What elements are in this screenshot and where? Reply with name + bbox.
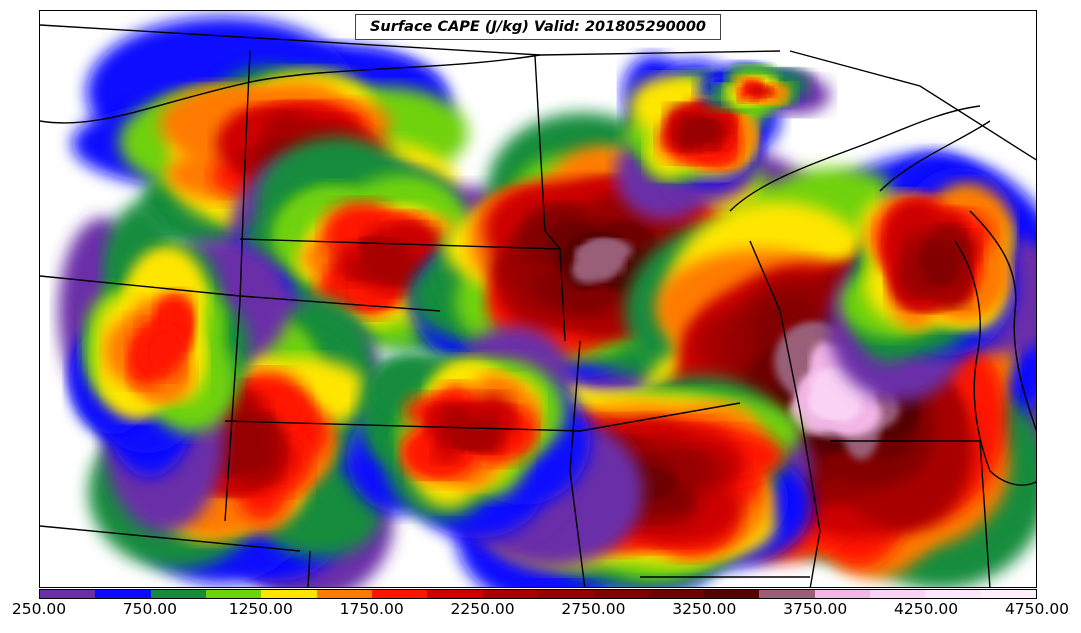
colorbar-tick-label: 750.00 bbox=[122, 600, 177, 618]
cape-contour-blob bbox=[936, 262, 958, 277]
colorbar-swatch bbox=[869, 590, 926, 598]
cape-contour-blob bbox=[236, 414, 273, 438]
colorbar-swatch bbox=[648, 590, 704, 598]
cape-contour-blob bbox=[371, 247, 396, 275]
colorbar-swatch bbox=[150, 590, 206, 598]
colorbar-swatch bbox=[482, 590, 538, 598]
colorbar-tick-label: 4250.00 bbox=[894, 600, 959, 618]
colorbar-swatch bbox=[925, 590, 981, 598]
state-boundary-line bbox=[307, 550, 311, 587]
colorbar-swatch bbox=[537, 590, 594, 598]
colorbar-tick-label: 3250.00 bbox=[672, 600, 737, 618]
cape-contour-blob bbox=[144, 326, 185, 379]
colorbar-tick-label: 1250.00 bbox=[228, 600, 293, 618]
colorbar-swatch bbox=[593, 590, 649, 598]
state-boundary-line bbox=[534, 55, 561, 250]
map-panel bbox=[39, 10, 1037, 588]
coastline-michigan bbox=[879, 120, 991, 192]
cape-field-map bbox=[40, 16, 1036, 587]
state-boundary-line bbox=[40, 275, 441, 312]
state-boundary-line bbox=[749, 240, 821, 587]
colorbar-swatch bbox=[205, 590, 262, 598]
colorbar-tick-label: 2750.00 bbox=[561, 600, 626, 618]
cape-contour-blob bbox=[458, 429, 495, 449]
colorbar-tick-label: 250.00 bbox=[11, 600, 67, 618]
cape-contour-blob bbox=[443, 407, 466, 430]
state-boundary-line bbox=[224, 50, 251, 522]
colorbar-ticks: 250.00 750.00 1250.00 1750.00 2250.00 2750.00… bbox=[0, 600, 1081, 630]
colorbar-swatch bbox=[316, 590, 372, 598]
state-boundary-line bbox=[979, 440, 991, 587]
lake-michigan-shore bbox=[954, 210, 1036, 486]
colorbar-swatch bbox=[261, 590, 317, 598]
colorbar-swatch bbox=[980, 590, 1036, 598]
colorbar-tick-label: 3750.00 bbox=[783, 600, 848, 618]
map-title: Surface CAPE (J/kg) Valid: 201805290000 bbox=[355, 14, 721, 40]
colorbar-swatch bbox=[703, 590, 760, 598]
colorbar bbox=[39, 589, 1037, 599]
colorbar-swatch bbox=[371, 590, 428, 598]
cape-contour-blob bbox=[582, 240, 603, 264]
colorbar-swatch bbox=[814, 590, 870, 598]
cape-contour-blob bbox=[604, 239, 624, 263]
cape-contour-blob bbox=[809, 386, 844, 410]
cape-contour-blob bbox=[760, 89, 771, 99]
colorbar-swatch bbox=[95, 590, 151, 598]
cape-field-layer bbox=[58, 16, 1036, 587]
colorbar-tick-label: 4750.00 bbox=[1004, 600, 1070, 618]
lake-superior-shore bbox=[729, 105, 981, 212]
colorbar-swatch bbox=[427, 590, 483, 598]
colorbar-swatch bbox=[759, 590, 815, 598]
state-boundary-line bbox=[224, 402, 741, 432]
colorbar-swatch bbox=[40, 590, 96, 598]
boundaries-layer bbox=[40, 24, 1036, 587]
state-boundary-line bbox=[569, 340, 586, 587]
colorbar-tick-label: 1750.00 bbox=[339, 600, 404, 618]
cape-contour-blob bbox=[920, 252, 941, 269]
border-line-canada bbox=[40, 54, 541, 124]
state-boundary-line bbox=[40, 525, 301, 552]
state-boundary-line bbox=[789, 50, 1036, 161]
cape-contour-blob bbox=[682, 131, 704, 142]
colorbar-tick-label: 2250.00 bbox=[450, 600, 515, 618]
